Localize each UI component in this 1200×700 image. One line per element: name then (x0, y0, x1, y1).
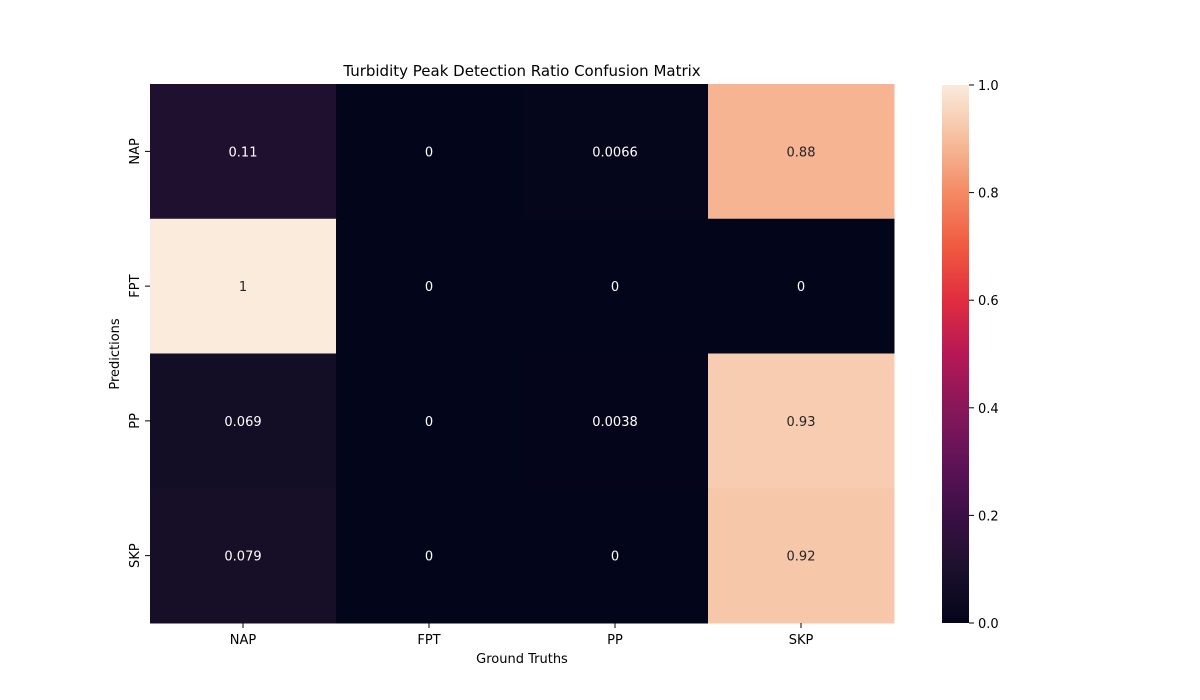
cell-value-label: 0 (797, 280, 805, 295)
cell-value-label: 0 (425, 550, 433, 565)
heatmap-cell (150, 353, 337, 489)
y-tick-label: FPT (128, 274, 143, 297)
colorbar-tick-label: 0.0 (978, 617, 999, 632)
cell-value-label: 0 (425, 280, 433, 295)
cell-value-label: 0.92 (787, 550, 816, 565)
cell-value-label: 0.079 (224, 550, 261, 565)
heatmap-cell (522, 488, 709, 624)
colorbar: 0.0 0.2 0.4 0.6 0.8 1.0 (942, 79, 999, 632)
heatmap-cell (708, 84, 895, 220)
cell-value-label: 0 (611, 550, 619, 565)
colorbar-tick-label: 0.4 (978, 402, 999, 417)
heatmap-cell (150, 488, 337, 624)
heatmap-cell (150, 84, 337, 220)
y-tick-label: SKP (128, 543, 143, 568)
cell-value-label: 0.93 (787, 415, 816, 430)
heatmap-cell-labels: 0.11 0 0.0066 0.88 1 0 0 0 0.069 0 0.0038 0.93 0.079… (224, 145, 815, 564)
cell-value-label: 0.88 (787, 145, 816, 160)
x-tick-label: FPT (417, 633, 440, 648)
heatmap-cell (522, 218, 709, 354)
cell-value-label: 0 (425, 415, 433, 430)
x-axis-ticks: NAP FPT PP SKP (230, 623, 814, 648)
heatmap-cell (708, 353, 895, 489)
cell-value-label: 0.069 (224, 415, 261, 430)
x-axis-label: Ground Truths (476, 652, 568, 667)
y-tick-label: PP (128, 413, 143, 429)
colorbar-tick-label: 0.6 (978, 294, 999, 309)
x-tick-label: PP (607, 633, 623, 648)
colorbar-ticks: 0.0 0.2 0.4 0.6 0.8 1.0 (969, 79, 999, 632)
heatmap-cell (150, 218, 337, 354)
colorbar-gradient (942, 85, 969, 623)
cell-value-label: 0.0038 (592, 415, 638, 430)
y-axis-ticks: NAP FPT PP SKP (128, 138, 150, 568)
cell-value-label: 1 (239, 280, 247, 295)
cell-value-label: 0 (425, 145, 433, 160)
heatmap-cell (522, 84, 709, 220)
y-axis-label: Predictions (108, 318, 123, 390)
colorbar-tick-label: 0.8 (978, 187, 999, 202)
heatmap-cell (708, 218, 895, 354)
colorbar-tick-label: 0.2 (978, 509, 999, 524)
heatmap-cell (336, 488, 523, 624)
cell-value-label: 0.0066 (592, 145, 638, 160)
y-tick-label: NAP (128, 138, 143, 165)
x-tick-label: SKP (789, 633, 814, 648)
heatmap-cell (336, 218, 523, 354)
heatmap-cell (522, 353, 709, 489)
heatmap-cell (708, 488, 895, 624)
x-tick-label: NAP (230, 633, 257, 648)
cell-value-label: 0 (611, 280, 619, 295)
chart-title: Turbidity Peak Detection Ratio Confusion… (342, 62, 700, 80)
cell-value-label: 0.11 (229, 145, 258, 160)
heatmap-cell (336, 84, 523, 220)
colorbar-tick-label: 1.0 (978, 79, 999, 94)
heatmap-cell (336, 353, 523, 489)
heatmap-cells (150, 84, 895, 624)
